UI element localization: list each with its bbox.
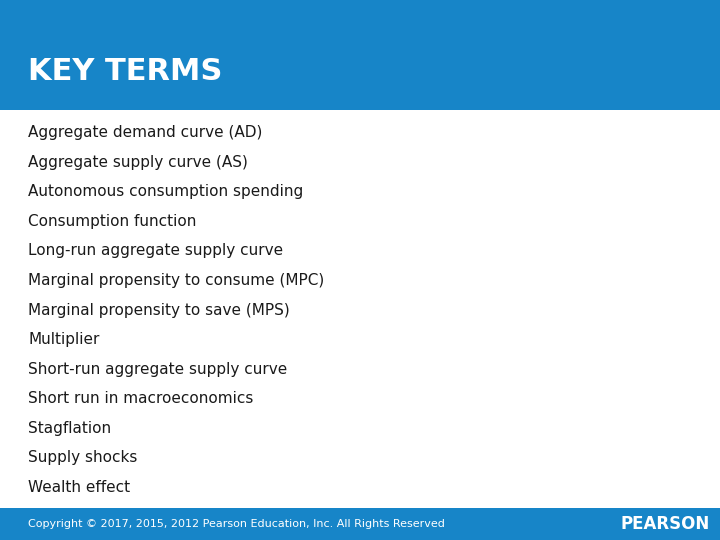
Text: Aggregate demand curve (AD): Aggregate demand curve (AD) [28, 125, 262, 140]
Text: Supply shocks: Supply shocks [28, 450, 138, 465]
Text: Stagflation: Stagflation [28, 421, 111, 436]
Bar [0, 0, 720, 110]
Text: Consumption function: Consumption function [28, 214, 197, 229]
Text: Multiplier: Multiplier [28, 332, 99, 347]
Text: Copyright © 2017, 2015, 2012 Pearson Education, Inc. All Rights Reserved: Copyright © 2017, 2015, 2012 Pearson Edu… [28, 519, 445, 529]
Text: Aggregate supply curve (AS): Aggregate supply curve (AS) [28, 155, 248, 170]
Text: Autonomous consumption spending: Autonomous consumption spending [28, 184, 303, 199]
Bar [0, 508, 720, 540]
Text: Long-run aggregate supply curve: Long-run aggregate supply curve [28, 244, 283, 259]
Text: PEARSON: PEARSON [621, 515, 710, 533]
Text: KEY TERMS: KEY TERMS [28, 57, 222, 86]
Text: Marginal propensity to save (MPS): Marginal propensity to save (MPS) [28, 302, 289, 318]
Text: Marginal propensity to consume (MPC): Marginal propensity to consume (MPC) [28, 273, 324, 288]
Text: Short-run aggregate supply curve: Short-run aggregate supply curve [28, 362, 287, 376]
Text: Short run in macroeconomics: Short run in macroeconomics [28, 391, 253, 406]
Text: Wealth effect: Wealth effect [28, 480, 130, 495]
